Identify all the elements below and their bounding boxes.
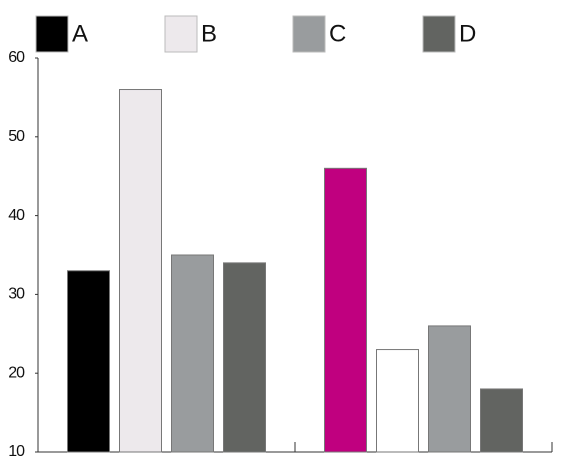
bar [324, 167, 367, 453]
legend-swatch [422, 15, 456, 53]
legend-label: A [72, 20, 88, 47]
y-tick-label: 50 [8, 128, 25, 145]
y-tick-label: 40 [8, 207, 25, 224]
bar [480, 388, 523, 453]
legend: A B C D [35, 15, 476, 53]
y-tick-label: 30 [8, 286, 25, 303]
bar [223, 262, 266, 453]
y-tick-label: 10 [8, 443, 25, 460]
legend-label: D [459, 20, 476, 47]
legend-swatch [164, 15, 198, 53]
legend-swatch [292, 15, 326, 53]
legend-swatch [35, 15, 69, 53]
bar [171, 254, 214, 453]
bar [376, 349, 419, 453]
legend-label: C [329, 20, 346, 47]
y-tick-label: 20 [8, 364, 25, 381]
bar [119, 89, 162, 453]
legend-label: B [201, 20, 217, 47]
y-tick-label: 60 [8, 49, 25, 66]
bar [428, 325, 471, 453]
bar [67, 270, 110, 453]
